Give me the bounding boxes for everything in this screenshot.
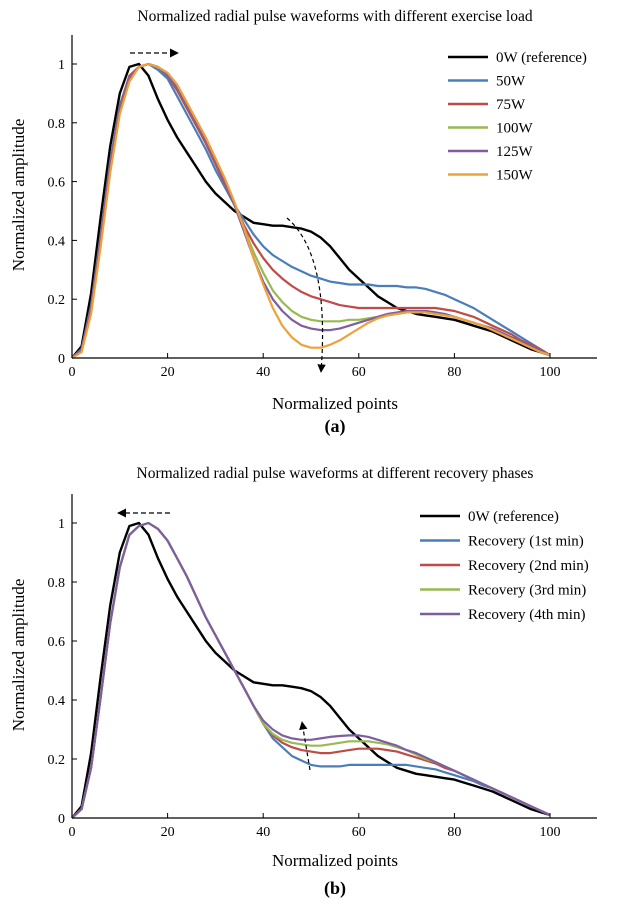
dip-shift-arrow — [299, 721, 311, 771]
chart-title: Normalized radial pulse waveforms at dif… — [137, 465, 534, 482]
ticks-layer: 0 20 40 60 80 100 0 0.2 0.4 0.6 0.8 1 — [48, 58, 561, 380]
series-layer — [71, 521, 551, 819]
legend-label-3: 100W — [496, 121, 534, 137]
ticks-layer: 0 20 40 60 80 100 0 0.2 0.4 0.6 0.8 1 — [48, 517, 561, 840]
y-tick-label: 0.4 — [48, 694, 66, 709]
legend-label-0: 0W (reference) — [496, 50, 587, 66]
y-tick-label: 0.2 — [48, 293, 66, 308]
x-tick-label: 100 — [540, 825, 561, 840]
chart-title: Normalized radial pulse waveforms with d… — [137, 8, 532, 25]
series-line-1 — [71, 62, 551, 359]
x-axis-label: Normalized points — [272, 394, 398, 413]
panel-a: Normalized radial pulse waveforms with d… — [9, 8, 597, 437]
x-tick-label: 100 — [540, 365, 561, 380]
legend: 0W (reference) Recovery (1st min) Recovery… — [420, 509, 589, 623]
y-tick-label: 0 — [58, 352, 65, 367]
y-axis-label: Normalized amplitude — [9, 579, 28, 731]
x-tick-label: 0 — [69, 365, 76, 380]
legend-label-0: 0W (reference) — [468, 509, 559, 525]
x-tick-label: 60 — [352, 825, 366, 840]
y-tick-label: 0.8 — [48, 117, 66, 132]
series-line-5 — [71, 62, 551, 359]
y-tick-label: 0 — [58, 812, 65, 827]
x-axis-label: Normalized points — [272, 851, 398, 870]
x-tick-label: 20 — [161, 365, 175, 380]
legend-label-5: 150W — [496, 168, 534, 184]
x-tick-label: 60 — [352, 365, 366, 380]
y-tick-label: 0.6 — [48, 635, 66, 650]
panel-b: Normalized radial pulse waveforms at dif… — [9, 465, 597, 899]
legend-label-1: Recovery (1st min) — [468, 534, 584, 550]
series-line-4 — [71, 521, 551, 819]
x-tick-label: 40 — [256, 365, 270, 380]
series-line-3 — [71, 62, 551, 359]
x-tick-label: 80 — [447, 365, 461, 380]
legend-label-1: 50W — [496, 74, 526, 90]
series-line-0 — [71, 521, 551, 819]
dip-shift-arrow — [286, 217, 326, 373]
series-line-4 — [71, 62, 551, 359]
y-tick-label: 0.4 — [48, 234, 66, 249]
series-line-0 — [71, 62, 551, 359]
x-tick-label: 20 — [161, 825, 175, 840]
legend-label-2: Recovery (2nd min) — [468, 558, 589, 574]
series-line-2 — [71, 62, 551, 359]
x-tick-label: 80 — [447, 825, 461, 840]
y-tick-label: 1 — [58, 58, 65, 73]
panel-label: (a) — [325, 416, 346, 437]
y-axis-label: Normalized amplitude — [9, 119, 28, 271]
y-tick-label: 1 — [58, 517, 65, 532]
legend-label-3: Recovery (3rd min) — [468, 583, 586, 599]
y-tick-label: 0.2 — [48, 753, 66, 768]
panel-label: (b) — [324, 878, 346, 899]
series-layer — [71, 62, 551, 359]
legend: 0W (reference) 50W 75W 100W 125W 150W — [448, 50, 587, 184]
y-tick-label: 0.8 — [48, 576, 66, 591]
legend-label-2: 75W — [496, 97, 526, 113]
x-tick-label: 40 — [256, 825, 270, 840]
x-tick-label: 0 — [69, 825, 76, 840]
y-tick-label: 0.6 — [48, 176, 66, 191]
legend-label-4: 125W — [496, 144, 534, 160]
legend-label-4: Recovery (4th min) — [468, 607, 585, 623]
